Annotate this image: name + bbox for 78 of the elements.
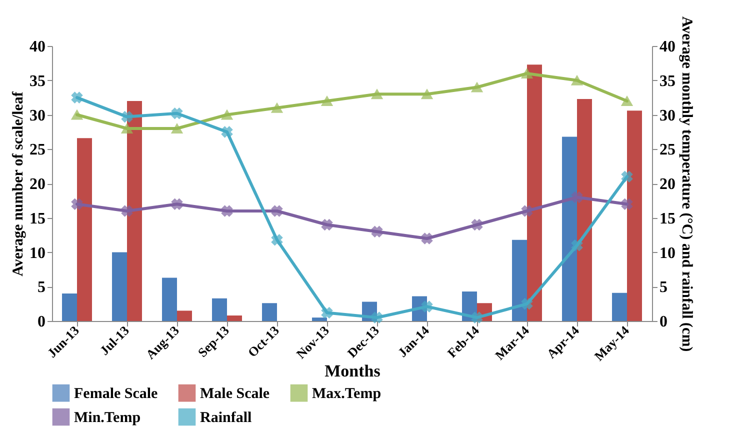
point	[571, 192, 583, 203]
point	[271, 234, 283, 246]
y-tick-label: 15	[30, 210, 46, 228]
point	[471, 219, 483, 230]
y-tick-label: 0	[38, 314, 46, 330]
point	[71, 92, 83, 104]
point	[171, 198, 183, 210]
legend-label: Female Scale	[74, 386, 158, 402]
point	[571, 240, 583, 252]
point	[271, 102, 283, 113]
bar	[77, 138, 92, 321]
y2-tick-label: 5	[660, 279, 668, 296]
y-tick-label: 35	[30, 72, 46, 90]
legend-label: Max.Temp	[312, 386, 382, 402]
bar	[227, 316, 242, 321]
y2-tick-label: 15	[660, 210, 676, 228]
point	[521, 205, 533, 217]
point	[321, 96, 333, 106]
y2-tick-label: 40	[660, 38, 676, 56]
point	[571, 75, 583, 86]
y-tick-label: 5	[38, 279, 46, 296]
point	[621, 170, 633, 182]
y-tick-label: 25	[30, 142, 46, 159]
point	[371, 226, 383, 238]
x-axis-title: Months	[324, 362, 381, 381]
point	[171, 123, 183, 134]
point	[521, 68, 533, 79]
y2-tick-label: 35	[660, 72, 676, 90]
point	[621, 198, 633, 210]
point	[321, 219, 333, 230]
point	[421, 89, 433, 100]
bar	[562, 136, 577, 321]
point	[371, 312, 383, 324]
point	[221, 205, 233, 217]
y2-tick-label: 30	[660, 107, 676, 124]
bar	[627, 110, 642, 321]
y-axis-title: Average number of scale/leaf	[10, 90, 26, 276]
point	[471, 82, 483, 92]
bar	[162, 278, 177, 321]
y-tick-label: 30	[30, 107, 46, 124]
point	[621, 96, 633, 106]
y-tick-label: 20	[30, 176, 46, 193]
y2-tick-label: 25	[660, 142, 676, 159]
point	[71, 198, 83, 210]
point	[221, 126, 233, 138]
point	[121, 123, 133, 134]
bar	[112, 252, 127, 321]
point	[521, 298, 533, 310]
point	[271, 205, 283, 217]
point	[171, 108, 183, 120]
bar	[62, 294, 77, 321]
y2-tick-label: 10	[660, 244, 676, 262]
y2-axis-title: Average monthly temperature (°C) and rainfall (cm)	[678, 16, 694, 352]
point	[421, 232, 433, 244]
point	[371, 89, 383, 100]
y2-tick-label: 0	[660, 314, 668, 330]
legend-label: Rainfall	[200, 410, 252, 426]
legend-label: Male Scale	[200, 386, 270, 402]
bar	[512, 240, 527, 321]
bar	[527, 64, 542, 321]
point	[321, 307, 333, 318]
point	[121, 111, 133, 123]
bar	[577, 98, 592, 321]
y-tick-label: 40	[30, 38, 46, 56]
point	[71, 110, 83, 120]
bar	[262, 303, 277, 321]
legend-label: Min.Temp	[74, 410, 141, 426]
bar	[612, 292, 627, 321]
bar	[177, 310, 192, 321]
bar	[312, 318, 327, 321]
point	[471, 312, 483, 324]
point	[121, 205, 133, 217]
bar	[127, 101, 142, 321]
y2-tick-label: 20	[660, 176, 676, 193]
point	[221, 110, 233, 120]
bar	[212, 298, 227, 321]
y-tick-label: 10	[30, 244, 46, 262]
point	[421, 300, 433, 312]
